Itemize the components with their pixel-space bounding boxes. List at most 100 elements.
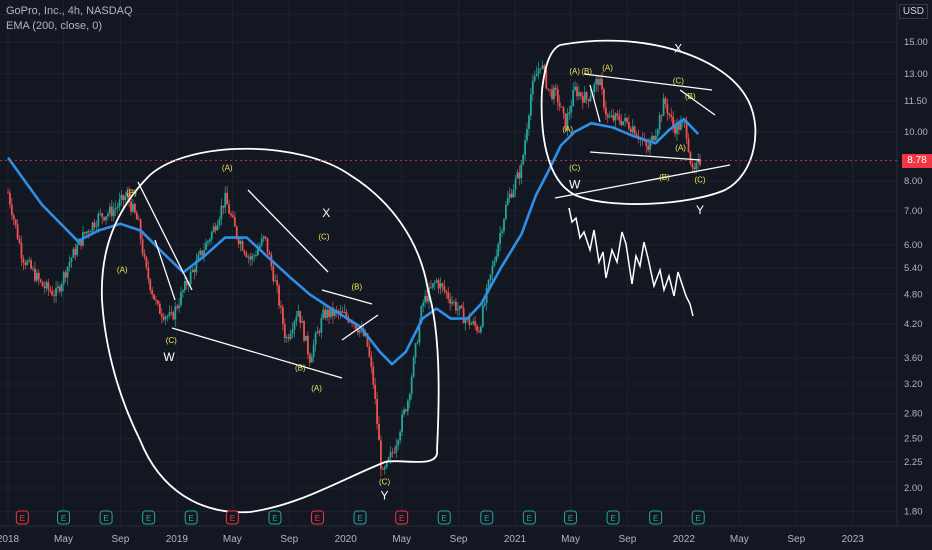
price-candle: [395, 445, 398, 453]
price-candle: [341, 311, 344, 313]
wave-label: (C): [379, 478, 390, 487]
price-candle: [412, 357, 415, 377]
wave-label: (C): [694, 176, 705, 185]
price-candle: [610, 115, 613, 117]
price-candle: [110, 206, 113, 217]
price-candle: [635, 134, 638, 137]
earnings-marker-label: E: [146, 514, 151, 523]
price-candle: [510, 193, 513, 198]
price-candle: [543, 65, 546, 70]
price-candle: [99, 213, 102, 215]
price-candle: [476, 325, 478, 332]
price-candle: [168, 312, 171, 317]
price-candle: [681, 121, 684, 123]
price-candle: [101, 213, 104, 218]
indicator-title[interactable]: EMA (200, close, 0): [6, 20, 102, 32]
price-candle: [62, 272, 65, 285]
price-candle: [68, 261, 71, 267]
earnings-marker: [480, 510, 494, 525]
earnings-marker-label: E: [315, 514, 320, 523]
price-candle: [201, 250, 204, 256]
price-candle: [618, 115, 621, 121]
price-candle: [164, 316, 167, 320]
earnings-marker: [99, 510, 113, 525]
price-candle: [549, 89, 552, 91]
price-candle: [95, 225, 98, 227]
price-candle: [285, 337, 288, 339]
price-candle: [399, 431, 402, 441]
price-candle: [451, 302, 453, 304]
price-candle: [308, 354, 311, 363]
price-candle: [531, 80, 534, 95]
price-candle: [599, 78, 601, 86]
price-candle: [249, 256, 252, 260]
price-tick-label: 7.00: [904, 206, 923, 217]
price-candle: [232, 215, 234, 218]
price-candle: [141, 239, 144, 254]
price-candle: [155, 299, 157, 301]
price-candle: [358, 329, 361, 333]
price-candle: [251, 255, 254, 260]
price-candle: [491, 265, 494, 275]
price-candle: [587, 99, 590, 102]
time-tick-label: Sep: [280, 534, 298, 545]
price-candle: [553, 87, 555, 100]
earnings-marker-label: E: [103, 514, 108, 523]
price-candle: [72, 248, 75, 258]
price-candle: [370, 356, 373, 367]
price-candle: [503, 219, 505, 232]
time-tick-label: Sep: [112, 534, 130, 545]
price-candle: [478, 331, 480, 333]
price-candle: [622, 121, 625, 125]
trendline: [341, 314, 379, 341]
price-tick-label: 13.00: [904, 69, 928, 80]
symbol-title[interactable]: GoPro, Inc., 4h, NASDAQ: [6, 5, 133, 17]
price-candle: [501, 231, 503, 234]
earnings-marker-label: E: [442, 514, 447, 523]
price-candle: [193, 269, 196, 273]
price-candle: [568, 112, 571, 115]
price-candle: [303, 321, 305, 341]
price-axis: 17.0015.0013.0011.5010.008.007.006.005.4…: [904, 9, 928, 517]
price-candle: [608, 116, 611, 118]
price-candle: [376, 398, 378, 424]
earnings-marker-label: E: [484, 514, 489, 523]
price-candle: [666, 104, 669, 114]
currency-label[interactable]: USD: [898, 4, 928, 19]
price-candle: [668, 113, 671, 116]
price-candle: [674, 126, 676, 134]
price-candle: [697, 158, 700, 163]
price-candle: [183, 281, 186, 291]
price-candle: [679, 122, 682, 130]
trendline: [589, 84, 601, 123]
price-candle: [118, 199, 121, 207]
price-candle: [458, 305, 461, 310]
price-candle: [280, 305, 282, 308]
price-candle: [414, 343, 417, 358]
time-tick-label: 2022: [673, 534, 696, 545]
earnings-marker: [225, 510, 239, 525]
price-candle: [32, 268, 34, 270]
price-candle: [70, 257, 73, 262]
price-candle: [687, 138, 690, 152]
price-candle: [564, 113, 567, 131]
price-candle: [59, 286, 61, 292]
price-candle: [203, 250, 205, 256]
trendline: [154, 239, 176, 301]
price-candle: [199, 250, 202, 255]
price-tick-label: 8.00: [904, 176, 923, 187]
earnings-marker-label: E: [399, 514, 404, 523]
price-candle: [274, 280, 277, 282]
price-candle: [464, 319, 467, 324]
price-candle: [380, 440, 382, 469]
price-candle: [460, 305, 463, 308]
price-candle: [216, 225, 219, 231]
price-candle: [647, 145, 650, 150]
last-price-tag: 8.78: [902, 153, 932, 168]
price-candle: [243, 250, 246, 254]
price-candle: [410, 376, 413, 395]
wave-label: (A): [311, 384, 322, 393]
price-candle: [581, 96, 584, 103]
